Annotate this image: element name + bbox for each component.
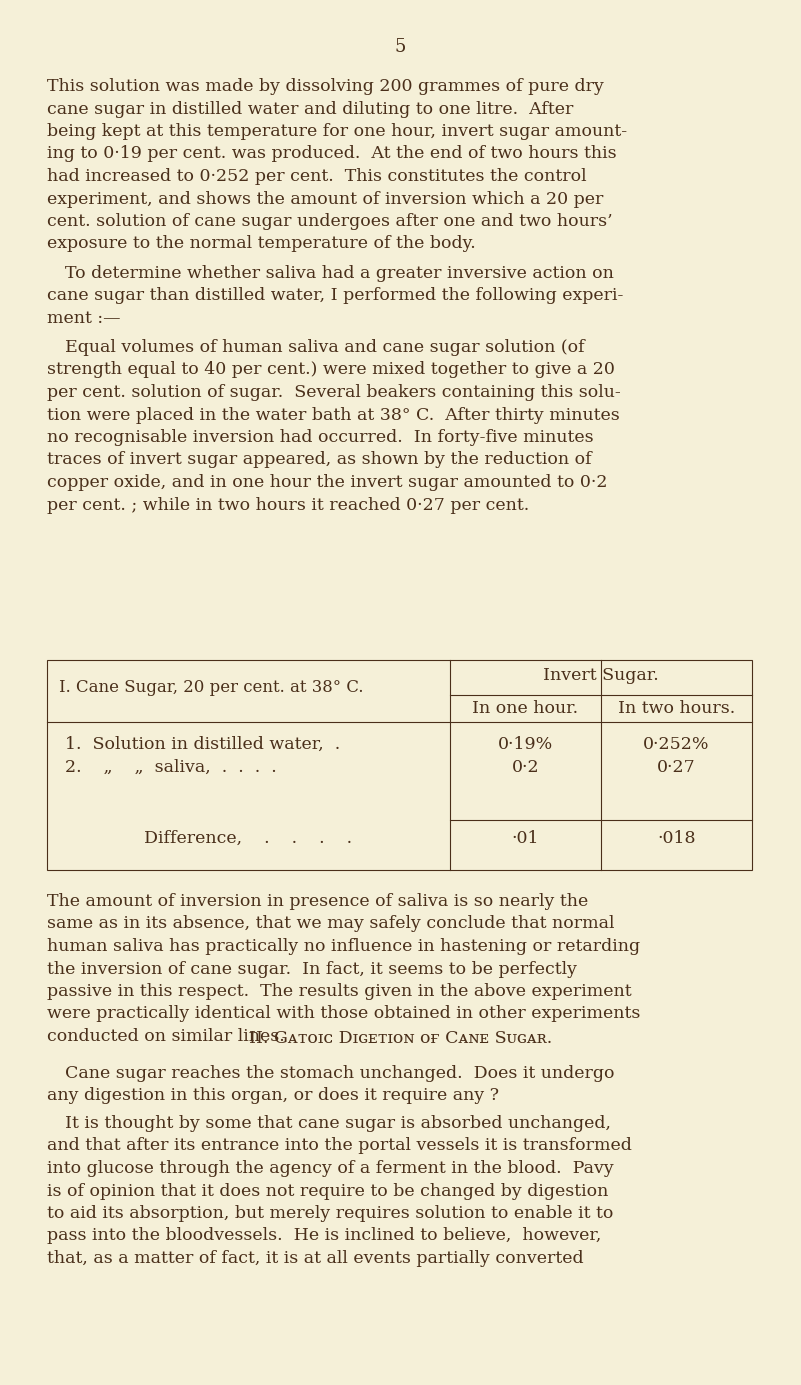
Text: ·018: ·018 (658, 830, 696, 848)
Text: human saliva has practically no influence in hastening or retarding: human saliva has practically no influenc… (47, 938, 640, 956)
Text: pass into the bloodvessels.  He is inclined to believe,  however,: pass into the bloodvessels. He is inclin… (47, 1227, 602, 1245)
Text: 1.  Solution in distilled water,  .: 1. Solution in distilled water, . (65, 735, 340, 753)
Text: 0·252%: 0·252% (643, 735, 710, 753)
Text: had increased to 0·252 per cent.  This constitutes the control: had increased to 0·252 per cent. This co… (47, 168, 586, 186)
Text: were practically identical with those obtained in other experiments: were practically identical with those ob… (47, 1006, 640, 1022)
Text: ·01: ·01 (512, 830, 539, 848)
Text: to aid its absorption, but merely requires solution to enable it to: to aid its absorption, but merely requir… (47, 1205, 614, 1222)
Text: I. Cane Sugar, 20 per cent. at 38° C.: I. Cane Sugar, 20 per cent. at 38° C. (59, 679, 364, 695)
Text: into glucose through the agency of a ferment in the blood.  Pavy: into glucose through the agency of a fer… (47, 1161, 614, 1177)
Text: experiment, and shows the amount of inversion which a 20 per: experiment, and shows the amount of inve… (47, 191, 603, 208)
Text: II. Gᴀᴛᴏɪᴄ Dɪɢᴇᴛɪᴏɴ ᴏғ Cᴀɴᴇ Sᴜɢᴀʀ.: II. Gᴀᴛᴏɪᴄ Dɪɢᴇᴛɪᴏɴ ᴏғ Cᴀɴᴇ Sᴜɢᴀʀ. (249, 1030, 552, 1047)
Text: Cane sugar reaches the stomach unchanged.  Does it undergo: Cane sugar reaches the stomach unchanged… (65, 1065, 614, 1082)
Text: The amount of inversion in presence of saliva is so nearly the: The amount of inversion in presence of s… (47, 893, 588, 910)
Text: It is thought by some that cane sugar is absorbed unchanged,: It is thought by some that cane sugar is… (65, 1115, 611, 1132)
Text: ing to 0·19 per cent. was produced.  At the end of two hours this: ing to 0·19 per cent. was produced. At t… (47, 145, 617, 162)
Text: any digestion in this organ, or does it require any ?: any digestion in this organ, or does it … (47, 1087, 499, 1104)
Text: In two hours.: In two hours. (618, 699, 735, 717)
Text: To determine whether saliva had a greater inversive action on: To determine whether saliva had a greate… (65, 265, 614, 281)
Text: per cent. solution of sugar.  Several beakers containing this solu-: per cent. solution of sugar. Several bea… (47, 384, 621, 402)
Text: Equal volumes of human saliva and cane sugar solution (of: Equal volumes of human saliva and cane s… (65, 339, 585, 356)
Text: no recognisable inversion had occurred.  In forty-five minutes: no recognisable inversion had occurred. … (47, 429, 594, 446)
Text: 2.    „    „  saliva,  .  .  .  .: 2. „ „ saliva, . . . . (65, 759, 277, 776)
Text: copper oxide, and in one hour the invert sugar amounted to 0·2: copper oxide, and in one hour the invert… (47, 474, 607, 492)
Text: is of opinion that it does not require to be changed by digestion: is of opinion that it does not require t… (47, 1183, 609, 1199)
Text: cane sugar than distilled water, I performed the following experi-: cane sugar than distilled water, I perfo… (47, 287, 623, 305)
Text: and that after its entrance into the portal vessels it is transformed: and that after its entrance into the por… (47, 1137, 632, 1155)
Text: the inversion of cane sugar.  In fact, it seems to be perfectly: the inversion of cane sugar. In fact, it… (47, 961, 577, 978)
Text: traces of invert sugar appeared, as shown by the reduction of: traces of invert sugar appeared, as show… (47, 452, 592, 468)
Text: 0·19%: 0·19% (498, 735, 553, 753)
Text: per cent. ; while in two hours it reached 0·27 per cent.: per cent. ; while in two hours it reache… (47, 496, 529, 514)
Text: strength equal to 40 per cent.) were mixed together to give a 20: strength equal to 40 per cent.) were mix… (47, 361, 615, 378)
Text: that, as a matter of fact, it is at all events partially converted: that, as a matter of fact, it is at all … (47, 1251, 584, 1267)
Text: tion were placed in the water bath at 38° C.  After thirty minutes: tion were placed in the water bath at 38… (47, 407, 620, 424)
Text: Difference,    .    .    .    .: Difference, . . . . (144, 830, 352, 848)
Text: being kept at this temperature for one hour, invert sugar amount-: being kept at this temperature for one h… (47, 123, 627, 140)
Text: 0·27: 0·27 (657, 759, 696, 776)
Text: 0·2: 0·2 (512, 759, 539, 776)
Text: This solution was made by dissolving 200 grammes of pure dry: This solution was made by dissolving 200… (47, 78, 604, 96)
Text: In one hour.: In one hour. (473, 699, 578, 717)
Text: cane sugar in distilled water and diluting to one litre.  After: cane sugar in distilled water and diluti… (47, 101, 574, 118)
Text: ment :—: ment :— (47, 310, 120, 327)
Text: 5: 5 (395, 37, 406, 55)
Text: exposure to the normal temperature of the body.: exposure to the normal temperature of th… (47, 235, 476, 252)
Text: Invert Sugar.: Invert Sugar. (543, 668, 659, 684)
Text: passive in this respect.  The results given in the above experiment: passive in this respect. The results giv… (47, 983, 632, 1000)
Bar (47, 661, 752, 870)
Text: same as in its absence, that we may safely conclude that normal: same as in its absence, that we may safe… (47, 915, 614, 932)
Text: cent. solution of cane sugar undergoes after one and two hours’: cent. solution of cane sugar undergoes a… (47, 213, 613, 230)
Text: conducted on similar lines.: conducted on similar lines. (47, 1028, 284, 1046)
